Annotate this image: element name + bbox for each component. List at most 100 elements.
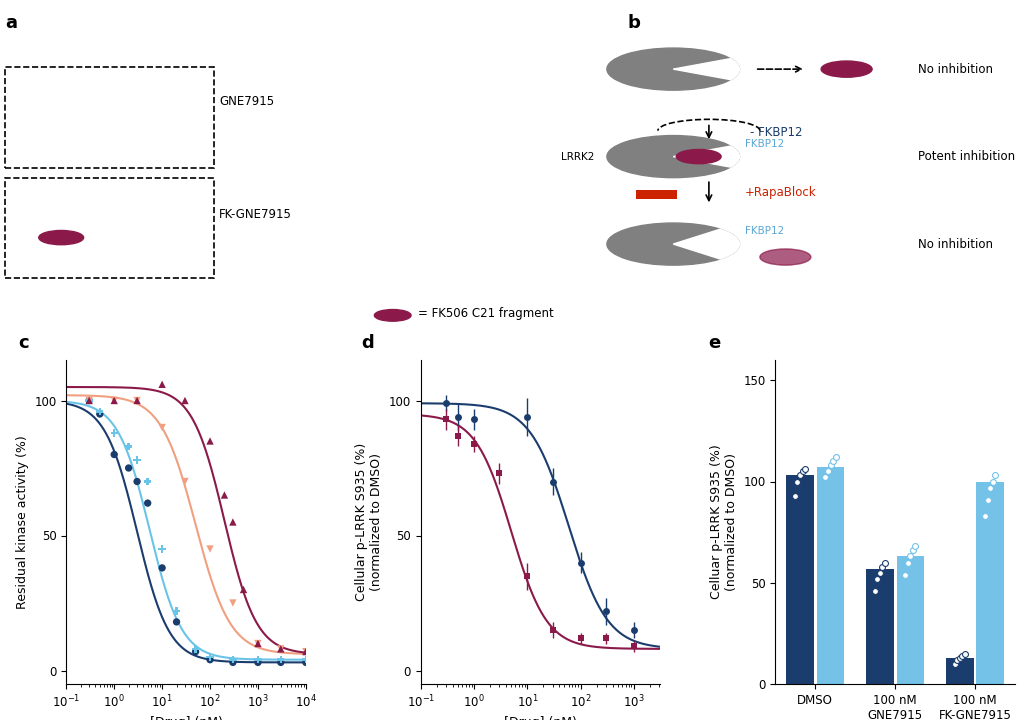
Point bbox=[794, 466, 810, 477]
Point bbox=[140, 498, 156, 509]
Wedge shape bbox=[673, 146, 739, 167]
Bar bbox=[816, 467, 844, 684]
Point bbox=[106, 395, 122, 406]
Text: a: a bbox=[5, 14, 17, 32]
Point bbox=[106, 427, 122, 438]
Bar bbox=[896, 557, 923, 684]
Text: FKBP12: FKBP12 bbox=[744, 226, 783, 236]
Point bbox=[140, 476, 156, 487]
Circle shape bbox=[676, 150, 720, 163]
Point bbox=[978, 494, 995, 505]
Point bbox=[168, 616, 184, 628]
Text: d: d bbox=[361, 334, 373, 352]
Point bbox=[250, 638, 266, 649]
Point bbox=[216, 490, 232, 501]
Point bbox=[202, 543, 218, 554]
Point bbox=[868, 573, 884, 585]
Point bbox=[250, 638, 266, 649]
Text: c: c bbox=[18, 334, 29, 352]
Point bbox=[272, 654, 288, 665]
Point bbox=[873, 561, 890, 572]
Point bbox=[250, 657, 266, 668]
Point bbox=[81, 395, 97, 406]
Point bbox=[224, 516, 240, 528]
Text: +RapaBlock: +RapaBlock bbox=[744, 186, 815, 199]
Point bbox=[202, 651, 218, 662]
Point bbox=[796, 464, 812, 475]
Point bbox=[202, 654, 218, 665]
Point bbox=[956, 648, 972, 660]
Point bbox=[298, 654, 314, 665]
FancyBboxPatch shape bbox=[5, 178, 214, 278]
Point bbox=[298, 646, 314, 657]
Point bbox=[128, 476, 145, 487]
Wedge shape bbox=[673, 229, 739, 259]
Circle shape bbox=[606, 48, 739, 90]
Point bbox=[981, 482, 998, 493]
Bar bbox=[865, 569, 893, 684]
Point bbox=[235, 584, 252, 595]
Point bbox=[176, 476, 193, 487]
Point bbox=[106, 449, 122, 460]
Bar bbox=[786, 475, 813, 684]
FancyBboxPatch shape bbox=[5, 68, 214, 168]
Point bbox=[120, 462, 137, 474]
Point bbox=[986, 469, 1003, 481]
Point bbox=[791, 469, 807, 481]
FancyBboxPatch shape bbox=[636, 190, 677, 199]
Point bbox=[154, 562, 170, 574]
Point bbox=[907, 541, 923, 552]
Text: Potent inhibition: Potent inhibition bbox=[917, 150, 1014, 163]
Point bbox=[824, 456, 841, 467]
Point bbox=[250, 654, 266, 665]
Point bbox=[92, 405, 108, 417]
Point bbox=[106, 395, 122, 406]
Bar bbox=[975, 482, 1003, 684]
Point bbox=[92, 408, 108, 420]
Point bbox=[826, 451, 843, 463]
Point bbox=[953, 650, 969, 662]
Text: = FK506 C21 fragment: = FK506 C21 fragment bbox=[418, 307, 553, 320]
Circle shape bbox=[759, 249, 810, 265]
Text: LRRK2: LRRK2 bbox=[560, 152, 594, 161]
Point bbox=[81, 395, 97, 406]
Point bbox=[866, 585, 882, 597]
Point bbox=[298, 657, 314, 668]
Point bbox=[187, 643, 204, 654]
Point bbox=[948, 654, 964, 665]
Point bbox=[976, 510, 993, 522]
Point bbox=[871, 567, 888, 578]
Point bbox=[81, 395, 97, 406]
Text: No inhibition: No inhibition bbox=[917, 63, 993, 76]
Text: GNE7915: GNE7915 bbox=[219, 95, 274, 108]
Y-axis label: Residual kinase activity (%): Residual kinase activity (%) bbox=[15, 435, 29, 609]
Text: FK-GNE7915: FK-GNE7915 bbox=[219, 208, 291, 222]
Point bbox=[176, 395, 193, 406]
Point bbox=[786, 490, 802, 501]
Y-axis label: Cellular p-LRRK S935 (%)
(normalized to DMSO): Cellular p-LRRK S935 (%) (normalized to … bbox=[355, 443, 383, 601]
Point bbox=[168, 606, 184, 617]
Point bbox=[202, 435, 218, 446]
Point bbox=[81, 395, 97, 406]
Point bbox=[128, 454, 145, 466]
Point bbox=[298, 646, 314, 657]
X-axis label: [Drug] (nM): [Drug] (nM) bbox=[503, 716, 577, 720]
Point bbox=[272, 657, 288, 668]
Point bbox=[821, 459, 838, 471]
Point bbox=[816, 472, 833, 483]
Point bbox=[154, 543, 170, 554]
Circle shape bbox=[606, 135, 739, 178]
Point bbox=[128, 395, 145, 406]
Point bbox=[272, 643, 288, 654]
Point bbox=[154, 422, 170, 433]
Point bbox=[154, 379, 170, 390]
Point bbox=[224, 598, 240, 609]
Point bbox=[128, 395, 145, 406]
Circle shape bbox=[820, 61, 871, 77]
Point bbox=[897, 569, 913, 580]
Y-axis label: Celluar p-LRRK S935 (%)
(normalized to DMSO): Celluar p-LRRK S935 (%) (normalized to D… bbox=[709, 445, 737, 599]
Point bbox=[272, 643, 288, 654]
Circle shape bbox=[374, 310, 411, 321]
Point bbox=[983, 476, 1000, 487]
Wedge shape bbox=[673, 58, 739, 80]
